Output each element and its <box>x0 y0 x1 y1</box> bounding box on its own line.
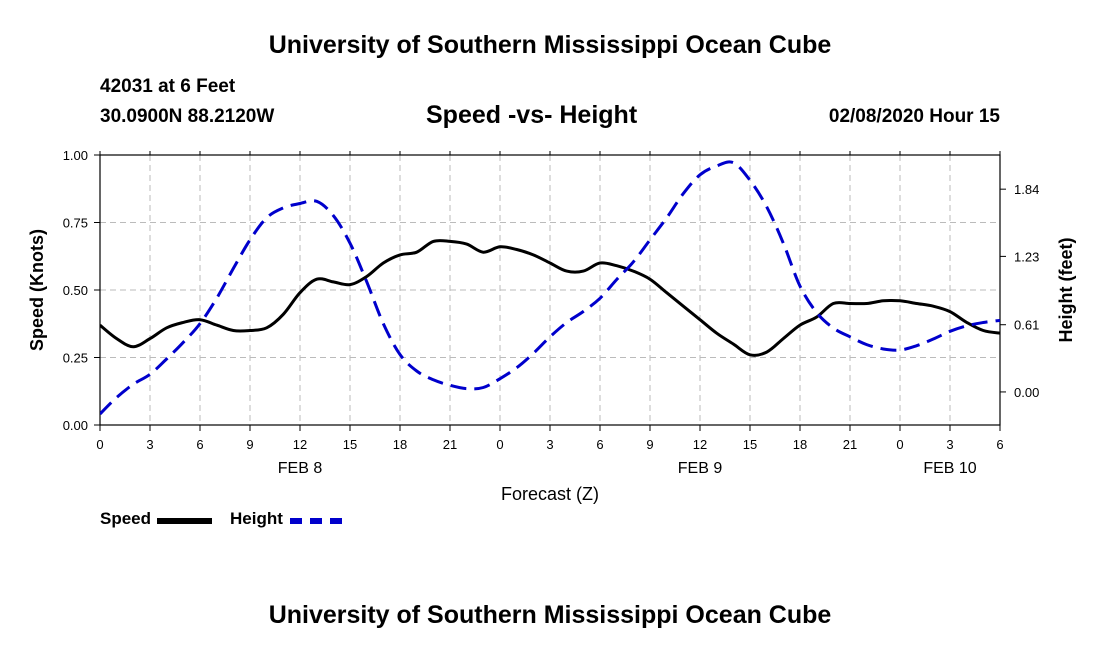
legend-height-swatch <box>290 518 342 524</box>
series-line-height <box>100 160 1000 416</box>
x-tick-label: 12 <box>693 437 707 452</box>
x-tick-label: 15 <box>743 437 757 452</box>
y-tick-label: 0.50 <box>63 283 88 298</box>
y2-axis-title: Height (feet) <box>1056 238 1076 343</box>
x-date-label: FEB 10 <box>923 460 976 477</box>
y2-tick-label: 0.00 <box>1014 385 1039 400</box>
legend-speed-label: Speed <box>100 509 152 528</box>
y2-tick-label: 0.61 <box>1014 318 1039 333</box>
y-tick-label: 1.00 <box>63 148 88 163</box>
x-axis-title: Forecast (Z) <box>501 484 599 504</box>
x-date-label: FEB 8 <box>278 460 323 477</box>
x-tick-label: 0 <box>896 437 903 452</box>
x-tick-label: 3 <box>146 437 153 452</box>
legend-speed-swatch <box>157 518 212 524</box>
chart-title: University of Southern Mississippi Ocean… <box>268 31 832 59</box>
x-tick-label: 15 <box>343 437 357 452</box>
x-tick-label: 3 <box>546 437 553 452</box>
x-tick-label: 12 <box>293 437 307 452</box>
y-axis-title: Speed (Knots) <box>27 229 47 351</box>
station-label: 42031 at 6 Feet <box>100 76 236 97</box>
footer-title: University of Southern Mississippi Ocean… <box>268 601 832 629</box>
y-tick-label: 0.25 <box>63 351 88 366</box>
series-line-speed <box>100 238 1000 357</box>
x-tick-label: 3 <box>946 437 953 452</box>
x-tick-label: 18 <box>793 437 807 452</box>
y-tick-label: 0.75 <box>63 216 88 231</box>
x-tick-label: 9 <box>246 437 253 452</box>
y2-tick-label: 1.84 <box>1014 182 1039 197</box>
coordinates-label: 30.0900N 88.2120W <box>100 106 275 127</box>
x-tick-label: 18 <box>393 437 407 452</box>
x-tick-label: 6 <box>996 437 1003 452</box>
chart-subtitle: Speed -vs- Height <box>426 101 638 129</box>
x-tick-label: 21 <box>443 437 457 452</box>
x-tick-label: 6 <box>196 437 203 452</box>
x-tick-label: 0 <box>496 437 503 452</box>
y2-tick-label: 1.23 <box>1014 249 1039 264</box>
x-tick-label: 9 <box>646 437 653 452</box>
y-tick-label: 0.00 <box>63 418 88 433</box>
x-tick-label: 21 <box>843 437 857 452</box>
x-tick-label: 0 <box>96 437 103 452</box>
x-date-label: FEB 9 <box>678 460 723 477</box>
legend-height-label: Height <box>230 509 283 528</box>
forecast-datetime: 02/08/2020 Hour 15 <box>828 106 1000 127</box>
x-tick-label: 6 <box>596 437 603 452</box>
